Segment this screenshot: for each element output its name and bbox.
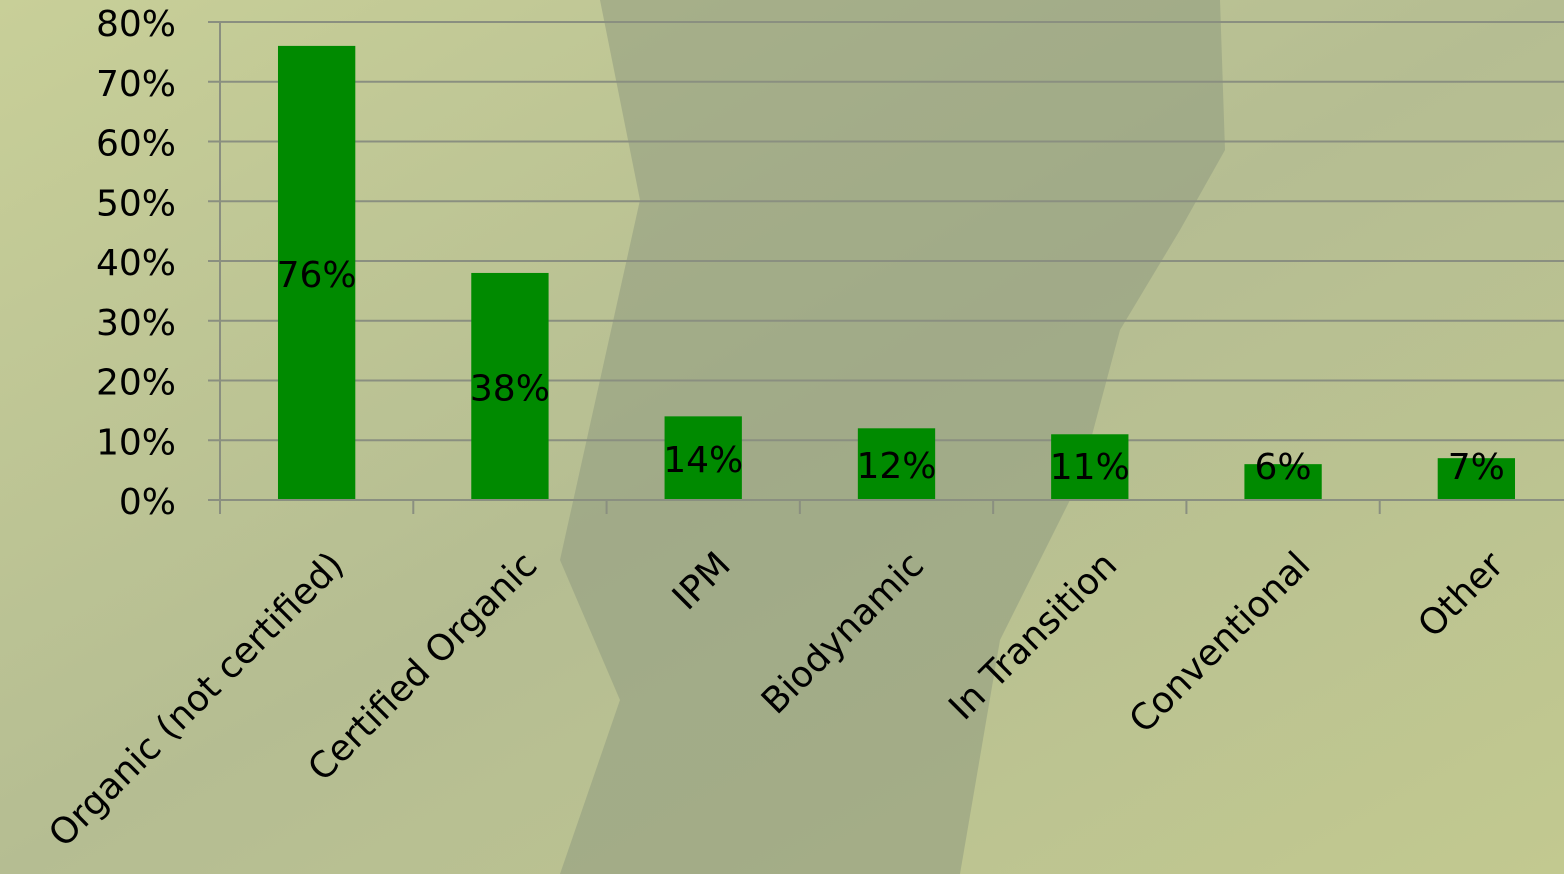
- bar: [1244, 464, 1322, 500]
- y-tick-label: 40%: [96, 243, 176, 284]
- data-label: 38%: [470, 368, 550, 409]
- bar: [664, 416, 742, 500]
- data-label: 11%: [1050, 447, 1130, 488]
- bar: [277, 45, 356, 501]
- y-tick-label: 60%: [96, 124, 176, 165]
- bar: [1051, 434, 1129, 500]
- data-label: 12%: [856, 446, 936, 487]
- y-tick-label: 80%: [96, 4, 176, 45]
- y-tick-label: 0%: [119, 482, 176, 523]
- y-tick-label: 30%: [96, 303, 176, 344]
- y-tick-label: 20%: [96, 363, 176, 404]
- y-tick-label: 50%: [96, 183, 176, 224]
- bar: [471, 272, 549, 500]
- data-label: 7%: [1448, 447, 1505, 488]
- data-label: 76%: [277, 255, 357, 296]
- bar: [1437, 458, 1516, 500]
- bar: [857, 428, 936, 500]
- y-tick-label: 70%: [96, 64, 176, 105]
- y-tick-label: 10%: [96, 422, 176, 463]
- data-label: 6%: [1255, 447, 1312, 488]
- data-label: 14%: [663, 440, 743, 481]
